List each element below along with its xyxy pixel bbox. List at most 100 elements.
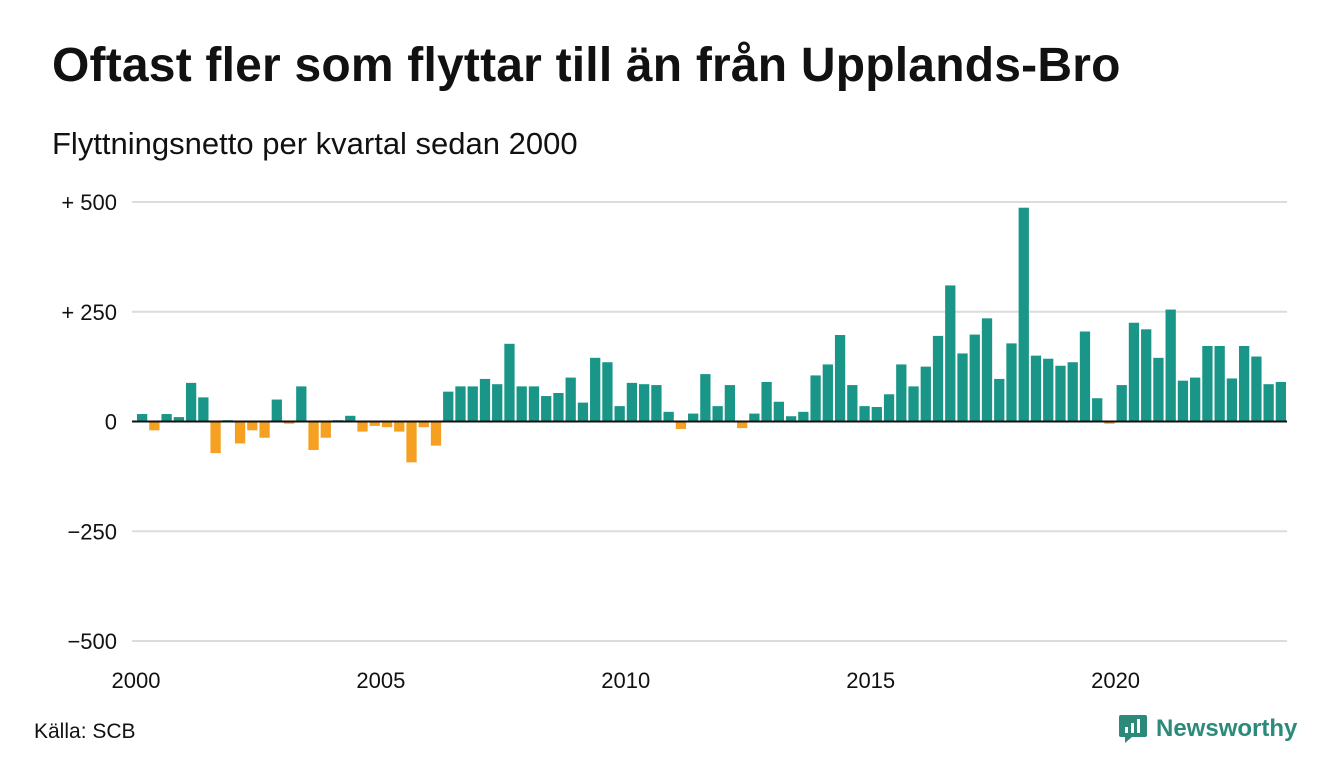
bar bbox=[590, 357, 601, 422]
bar bbox=[271, 399, 282, 422]
bar bbox=[896, 364, 907, 422]
bar bbox=[663, 411, 674, 422]
bar bbox=[908, 386, 919, 422]
y-tick-label: −250 bbox=[67, 519, 117, 544]
bar bbox=[173, 417, 184, 422]
bar bbox=[541, 396, 552, 422]
brand-name: Newsworthy bbox=[1156, 715, 1298, 742]
bar bbox=[1202, 345, 1213, 422]
bar bbox=[1067, 362, 1078, 422]
bar bbox=[504, 343, 515, 422]
bar bbox=[883, 394, 895, 422]
bar bbox=[296, 386, 307, 422]
bar bbox=[614, 406, 625, 422]
bar bbox=[185, 382, 197, 422]
source-note: Källa: SCB bbox=[34, 720, 136, 743]
bar bbox=[259, 421, 270, 438]
bar bbox=[822, 364, 833, 422]
y-tick-label: −500 bbox=[67, 629, 117, 654]
newsworthy-logo-icon bbox=[1119, 715, 1147, 743]
bar bbox=[749, 413, 760, 422]
bar bbox=[1177, 380, 1189, 422]
bar bbox=[969, 334, 980, 422]
bar bbox=[283, 421, 295, 424]
x-tick-label: 2020 bbox=[1091, 668, 1140, 693]
bar bbox=[369, 421, 380, 426]
bar bbox=[945, 285, 956, 422]
bar bbox=[381, 421, 393, 428]
bar bbox=[1263, 384, 1274, 422]
bar bbox=[1251, 356, 1262, 422]
bar bbox=[1092, 398, 1103, 422]
bar bbox=[1141, 329, 1152, 422]
bar bbox=[1226, 378, 1238, 422]
bar bbox=[847, 385, 858, 422]
bar bbox=[639, 384, 650, 422]
bar bbox=[1116, 385, 1127, 422]
brand-logo: Newsworthy bbox=[1118, 713, 1297, 745]
bar-series bbox=[136, 207, 1287, 463]
bar bbox=[394, 421, 405, 432]
bar bbox=[626, 382, 638, 422]
y-tick-label: + 250 bbox=[61, 300, 117, 325]
bar bbox=[443, 391, 454, 422]
bar bbox=[712, 406, 723, 422]
y-tick-label: + 500 bbox=[61, 190, 117, 215]
bar bbox=[406, 421, 417, 463]
bar bbox=[724, 385, 736, 422]
x-tick-label: 2015 bbox=[846, 668, 895, 693]
bar bbox=[994, 378, 1005, 422]
bar bbox=[1153, 357, 1164, 422]
bar bbox=[479, 378, 491, 422]
chart-subtitle: Flyttningsnetto per kvartal sedan 2000 bbox=[52, 126, 578, 161]
bar bbox=[492, 384, 503, 422]
bar bbox=[161, 414, 172, 422]
bar bbox=[1043, 358, 1054, 422]
bar bbox=[247, 421, 258, 431]
x-tick-label: 2010 bbox=[601, 668, 650, 693]
bar bbox=[455, 386, 466, 422]
grid-lines bbox=[132, 201, 1287, 642]
bar bbox=[565, 377, 576, 422]
bar bbox=[932, 335, 944, 422]
bar bbox=[675, 421, 687, 429]
bar bbox=[810, 375, 821, 422]
bar bbox=[761, 381, 772, 422]
x-tick-label: 2000 bbox=[112, 668, 161, 693]
bar bbox=[553, 392, 564, 422]
bar bbox=[1079, 331, 1091, 422]
bar bbox=[651, 385, 662, 422]
bar bbox=[1275, 381, 1287, 422]
bar bbox=[320, 421, 331, 438]
bar bbox=[773, 401, 784, 422]
bar bbox=[467, 386, 478, 422]
bar bbox=[136, 414, 148, 422]
bar bbox=[1030, 355, 1042, 422]
bar bbox=[149, 421, 160, 431]
axes: + 500 + 250 0 −250 −500 2000 2005 2010 2015 2020 bbox=[61, 190, 1287, 693]
bar bbox=[210, 421, 221, 454]
y-tick-label: 0 bbox=[105, 410, 117, 435]
bar bbox=[859, 406, 870, 422]
bar bbox=[602, 362, 613, 422]
bar bbox=[1190, 377, 1201, 422]
bar bbox=[1128, 322, 1140, 422]
bar bbox=[1214, 345, 1225, 422]
bar bbox=[345, 415, 356, 422]
bar bbox=[871, 407, 882, 422]
bar bbox=[1055, 365, 1066, 422]
x-tick-label: 2005 bbox=[356, 668, 405, 693]
bar bbox=[957, 353, 968, 422]
bar bbox=[1165, 309, 1176, 422]
bar bbox=[1239, 345, 1250, 422]
bar bbox=[516, 386, 527, 422]
bar bbox=[418, 421, 429, 428]
bar bbox=[834, 335, 846, 422]
bar bbox=[577, 402, 589, 422]
bar bbox=[198, 397, 209, 422]
bar bbox=[700, 374, 711, 422]
chart-title: Oftast fler som flyttar till än från Upp… bbox=[52, 39, 1121, 92]
bar bbox=[1104, 421, 1115, 424]
bar bbox=[687, 413, 699, 422]
